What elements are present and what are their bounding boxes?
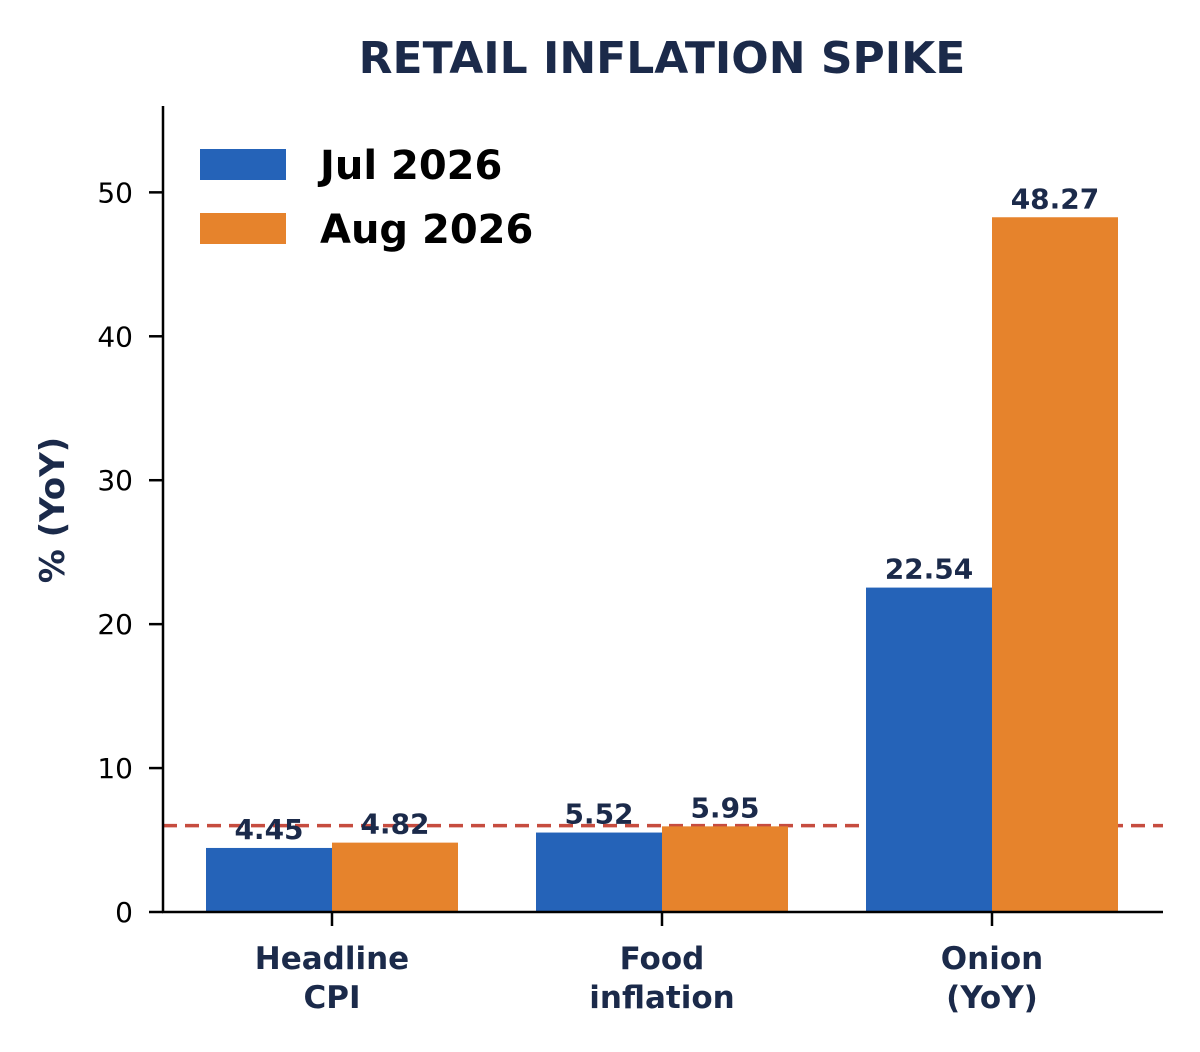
bar-jul-2 [866,587,992,912]
data-label: 4.45 [234,813,303,846]
legend: Jul 2026 Aug 2026 [200,143,533,253]
data-label: 48.27 [1011,182,1100,215]
x-tick-label: Food [620,941,705,977]
y-tick-label: 20 [97,608,133,641]
data-label: 5.95 [690,791,759,824]
y-axis-label: % (YoY) [33,437,73,583]
x-tick-label: (YoY) [946,980,1038,1016]
bars-group [206,217,1118,913]
x-tick-label: CPI [303,980,360,1016]
legend-label: Aug 2026 [320,207,533,253]
y-tick-label: 0 [115,896,133,929]
x-tick-label: Onion [941,941,1043,977]
chart-title: RETAIL INFLATION SPIKE [359,33,966,84]
y-tick-label: 40 [97,320,133,353]
legend-swatch [200,149,286,180]
x-tick-label: inflation [589,980,734,1016]
data-label: 4.82 [360,808,429,841]
bar-aug-0 [332,842,458,912]
data-label: 5.52 [564,798,633,831]
bar-aug-2 [992,217,1118,913]
y-tick-label: 30 [97,464,133,497]
bar-aug-1 [662,826,788,912]
data-labels-group: 4.45 5.52 22.54 4.82 5.95 48.27 [234,182,1099,846]
x-tick-label: Headline [255,941,409,977]
data-label: 22.54 [885,553,974,586]
legend-label: Jul 2026 [317,143,502,189]
bar-jul-1 [536,832,662,912]
y-tick-label: 50 [97,176,133,209]
legend-swatch [200,213,286,244]
y-tick-label: 10 [97,752,133,785]
bar-jul-0 [206,847,332,912]
